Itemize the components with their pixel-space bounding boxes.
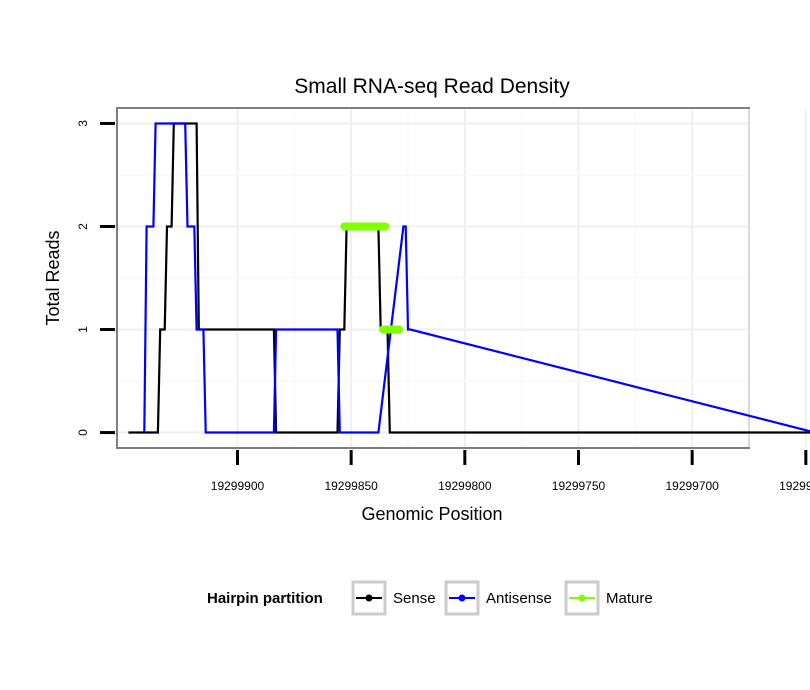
x-tick-label: 19299700 [665, 479, 719, 493]
y-tick-label: 1 [76, 326, 90, 333]
y-axis-title: Total Reads [43, 230, 63, 325]
legend-key-point [578, 594, 586, 602]
x-tick-label: 19299750 [552, 479, 606, 493]
legend-label: Mature [606, 590, 653, 607]
legend-item-sense: Sense [351, 580, 436, 616]
y-tick-label: 3 [76, 120, 90, 127]
x-tick-label: 19299850 [324, 479, 378, 493]
x-axis-title: Genomic Position [361, 504, 502, 524]
legend-item-antisense: Antisense [444, 580, 552, 616]
x-tick-label: 19299900 [211, 479, 265, 493]
y-axis: 0 1 2 3 [76, 120, 115, 436]
legend-key-point [365, 594, 373, 602]
legend-key-point [458, 594, 466, 602]
legend-item-mature: Mature [564, 580, 653, 616]
chart-title: Small RNA-seq Read Density [294, 75, 570, 98]
legend: Hairpin partition Sense Antisense Mature [207, 580, 653, 616]
y-tick-label: 0 [76, 429, 90, 436]
x-tick-label: 19299800 [438, 479, 492, 493]
x-tick-label: 19299650 [779, 479, 810, 493]
series-antisense-line [143, 122, 810, 434]
legend-label: Antisense [486, 590, 552, 607]
y-tick-label: 2 [76, 223, 90, 230]
x-axis: 19299900 19299850 19299800 19299750 19299700… [211, 450, 810, 493]
series-sense-line [128, 122, 810, 434]
series-layer [128, 122, 810, 434]
legend-label: Sense [393, 590, 436, 607]
legend-title: Hairpin partition [207, 590, 323, 607]
